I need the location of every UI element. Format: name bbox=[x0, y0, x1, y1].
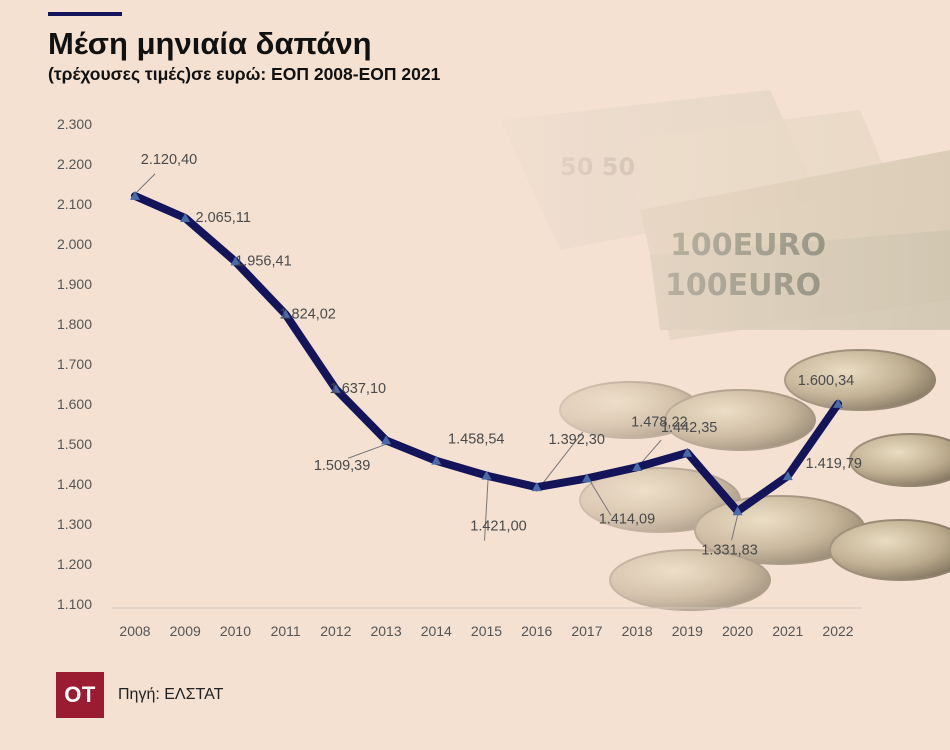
y-tick-label: 2.200 bbox=[57, 156, 92, 172]
data-point-marker bbox=[581, 473, 592, 483]
data-label: 1.509,39 bbox=[314, 458, 370, 474]
x-tick-label: 2016 bbox=[521, 623, 552, 639]
data-label: 1.478,22 bbox=[631, 415, 687, 431]
x-tick-label: 2010 bbox=[220, 623, 251, 639]
x-tick-label: 2013 bbox=[370, 623, 401, 639]
y-tick-label: 1.800 bbox=[57, 316, 92, 332]
x-tick-label: 2015 bbox=[471, 623, 502, 639]
data-label: 1.331,83 bbox=[701, 542, 757, 558]
data-point-marker bbox=[180, 212, 191, 222]
x-tick-label: 2020 bbox=[722, 623, 753, 639]
y-tick-label: 1.600 bbox=[57, 396, 92, 412]
y-tick-label: 1.900 bbox=[57, 276, 92, 292]
chart-title: Μέση μηνιαία δαπάνη bbox=[48, 26, 372, 61]
data-label: 2.065,11 bbox=[196, 210, 251, 226]
data-point-marker bbox=[130, 190, 140, 200]
data-point-marker bbox=[531, 482, 542, 492]
x-tick-label: 2021 bbox=[772, 623, 803, 639]
y-tick-label: 2.000 bbox=[57, 236, 92, 252]
x-tick-label: 2018 bbox=[622, 623, 653, 639]
chart-subtitle: (τρέχουσες τιμές)σε ευρώ: ΕΟΠ 2008-ΕΟΠ 2… bbox=[48, 64, 441, 84]
data-point-marker bbox=[833, 398, 843, 408]
data-point-marker bbox=[280, 309, 291, 319]
data-point-marker bbox=[431, 455, 442, 465]
data-point-marker bbox=[782, 471, 793, 481]
data-point-marker bbox=[330, 384, 341, 394]
top-accent-rule bbox=[48, 12, 122, 16]
x-tick-label: 2008 bbox=[119, 623, 150, 639]
y-tick-label: 1.400 bbox=[57, 476, 92, 492]
data-label: 1.458,54 bbox=[448, 432, 504, 448]
data-label: 1.419,79 bbox=[806, 456, 862, 472]
y-tick-label: 1.700 bbox=[57, 356, 92, 372]
y-tick-label: 1.200 bbox=[57, 556, 92, 572]
source-note: Πηγή: ΕΛΣΤΑΤ bbox=[118, 686, 224, 703]
data-point-marker bbox=[230, 256, 241, 266]
data-point-marker bbox=[381, 435, 392, 445]
data-label: 1.442,35 bbox=[661, 420, 717, 436]
x-tick-label: 2017 bbox=[571, 623, 602, 639]
ot-logo: OT bbox=[56, 672, 104, 718]
series-line bbox=[131, 192, 842, 516]
x-tick-label: 2012 bbox=[320, 623, 351, 639]
data-label: 1.421,00 bbox=[470, 519, 526, 535]
y-tick-label: 1.300 bbox=[57, 516, 92, 532]
data-label: 2.120,40 bbox=[141, 152, 197, 168]
y-tick-label: 2.100 bbox=[57, 196, 92, 212]
data-label: 1.637,10 bbox=[330, 381, 386, 397]
data-point-marker bbox=[682, 447, 693, 457]
euro-banknotes-coins-photo: 100EURO 100EURO 50 50 bbox=[440, 80, 950, 620]
data-point-marker bbox=[732, 506, 743, 516]
data-label: 1.414,09 bbox=[599, 511, 655, 527]
x-tick-label: 2009 bbox=[170, 623, 201, 639]
y-tick-label: 1.500 bbox=[57, 436, 92, 452]
data-label: 1.392,30 bbox=[548, 432, 604, 448]
x-tick-label: 2014 bbox=[421, 623, 452, 639]
x-tick-label: 2022 bbox=[822, 623, 853, 639]
data-point-marker bbox=[481, 470, 492, 480]
data-label: 1.600,34 bbox=[798, 373, 854, 389]
data-label: 1.956,41 bbox=[235, 253, 291, 269]
y-tick-label: 1.100 bbox=[57, 596, 92, 612]
data-label: 1.824,02 bbox=[279, 306, 335, 322]
x-tick-label: 2019 bbox=[672, 623, 703, 639]
data-point-marker bbox=[632, 462, 643, 472]
x-tick-label: 2011 bbox=[271, 623, 301, 639]
y-tick-label: 2.300 bbox=[57, 116, 92, 132]
